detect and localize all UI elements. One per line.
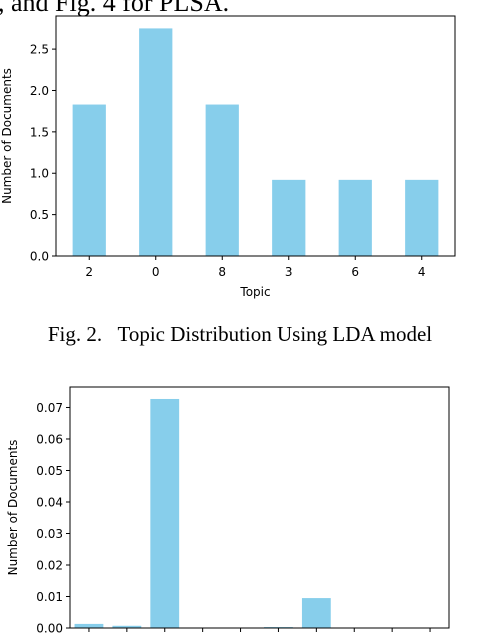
bar	[112, 625, 142, 628]
figure-caption: Fig. 2. Topic Distribution Using LDA mod…	[47, 322, 433, 346]
y-tick-label: 0.5	[30, 208, 49, 222]
y-tick-label: 0.05	[36, 464, 63, 478]
x-tick-label: 4	[418, 265, 426, 279]
y-tick-label: 0.00	[36, 622, 63, 634]
plot-frame	[69, 386, 450, 629]
y-axis-label: Number of Documents	[6, 440, 20, 576]
y-tick-label: 2.0	[30, 84, 49, 98]
y-tick-label: 1.0	[30, 167, 49, 181]
y-tick-label: 0.02	[36, 558, 63, 572]
y-tick-label: 0.07	[36, 401, 63, 415]
y-tick-label: 0.06	[36, 432, 63, 446]
y-tick-label: 1.5	[30, 125, 49, 139]
bar	[338, 179, 372, 256]
x-tick-label: 2	[85, 265, 93, 279]
y-tick-label: 0.01	[36, 590, 63, 604]
bar	[272, 179, 306, 256]
y-axis-label: Number of Documents	[0, 68, 14, 204]
x-tick-label: 8	[218, 265, 226, 279]
bar	[301, 598, 331, 628]
y-tick-label: 2.5	[30, 43, 49, 57]
bar	[150, 398, 180, 628]
x-tick-label: 0	[152, 265, 160, 279]
x-tick-label: 6	[351, 265, 359, 279]
y-tick-label: 0.0	[30, 250, 49, 264]
bar	[205, 104, 239, 256]
bar	[139, 28, 173, 257]
x-axis-label: Topic	[239, 285, 270, 299]
lda-topic-distribution-chart: 0.0 0.5 1.0 1.5 2.0 2.5 2 0 8 3 6 4 Topic Number of D…	[0, 15, 456, 299]
bar	[74, 623, 104, 628]
bar	[72, 104, 106, 256]
plot-frame	[55, 15, 456, 257]
body-text-fragment: , and Fig. 4 for PLSA.	[0, 0, 230, 17]
y-tick-label: 0.03	[36, 527, 63, 541]
bar	[405, 179, 439, 256]
x-tick-label: 3	[285, 265, 293, 279]
y-tick-label: 0.04	[36, 495, 63, 509]
